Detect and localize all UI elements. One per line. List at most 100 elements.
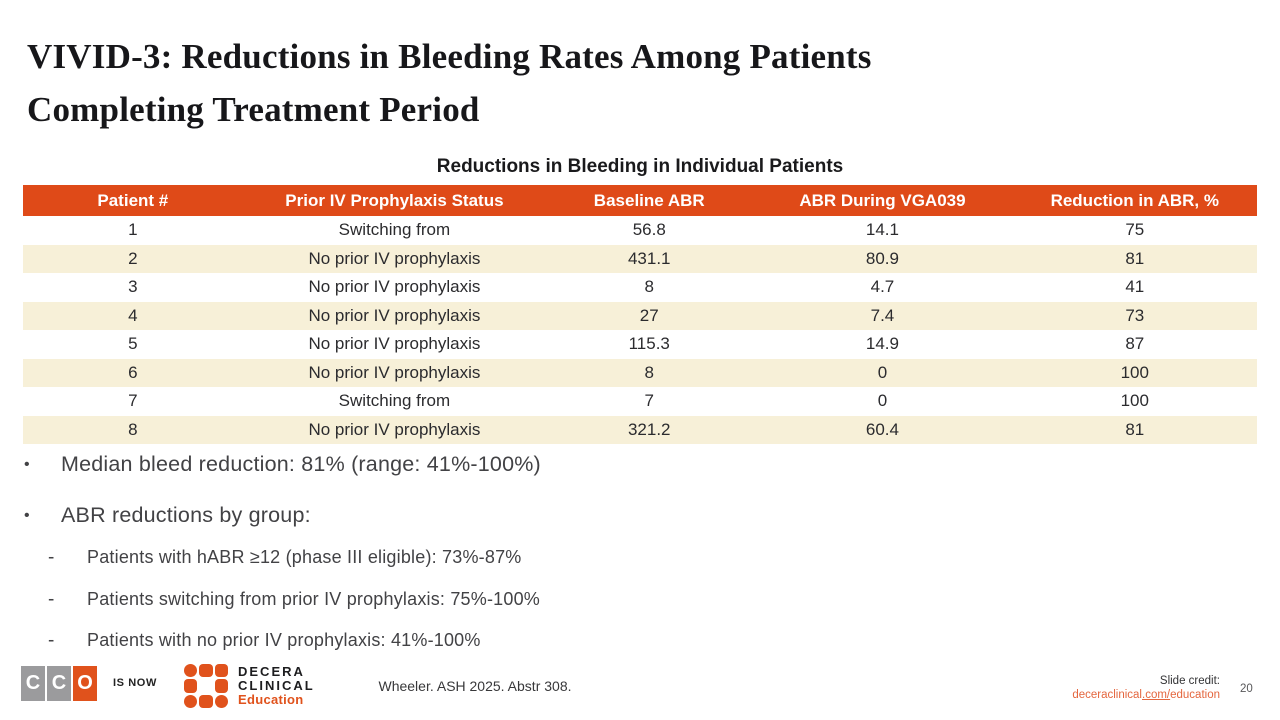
table-cell: 321.2 xyxy=(627,419,671,439)
table-cell: 56.8 xyxy=(632,220,666,239)
decera-icon-shape xyxy=(214,679,228,693)
dash-marker: - xyxy=(48,630,55,651)
table-cell: No prior IV prophylaxis xyxy=(308,362,481,382)
table-cell: 81 xyxy=(1125,248,1145,268)
slide-credit-label: Slide credit: xyxy=(1159,675,1220,687)
table-title: Reductions in Bleeding in Individual Pat… xyxy=(436,156,844,177)
table-row: 7 Switching from 7 0 100 xyxy=(23,387,1257,416)
table-cell: 87 xyxy=(1125,334,1145,353)
cco-logo-letter: C xyxy=(47,666,71,701)
table-cell: 3 xyxy=(128,277,138,296)
decera-icon-hole xyxy=(199,679,212,692)
table-cell: 75 xyxy=(1125,220,1145,239)
table-row: 8 No prior IV prophylaxis 321.2 60.4 81 xyxy=(23,415,1257,444)
table-cell: 1 xyxy=(128,220,138,239)
slide-credit-link[interactable]: deceraclinical.com/education xyxy=(1072,688,1220,702)
decera-logo-icon xyxy=(184,664,228,708)
is-now-label: IS NOW xyxy=(113,677,157,689)
table-cell: No prior IV prophylaxis xyxy=(308,277,481,296)
table-cell: No prior IV prophylaxis xyxy=(308,248,481,268)
bullet-marker: • xyxy=(24,456,30,473)
table-row: 2 No prior IV prophylaxis 431.1 80.9 81 xyxy=(23,244,1257,273)
column-header-abr-during: ABR During VGA039 xyxy=(799,191,966,210)
decera-icon-shape xyxy=(199,694,213,708)
table-row: 5 No prior IV prophylaxis 115.3 14.9 87 xyxy=(23,330,1257,359)
table-cell: 27 xyxy=(639,305,659,325)
table-cell: 60.4 xyxy=(865,419,899,439)
bleeding-reductions-table: Patient # Prior IV Prophylaxis Status Ba… xyxy=(23,185,1257,444)
bullet-text: ABR reductions by group: xyxy=(61,503,311,527)
bullet-text: Median bleed reduction: 81% (range: 41%-… xyxy=(61,452,541,476)
decera-logo-text: DECERA CLINICAL Education xyxy=(238,665,315,707)
dash-marker: - xyxy=(48,547,55,568)
table-cell: 4 xyxy=(128,305,138,325)
decera-icon-shape xyxy=(214,664,228,678)
column-header-reduction: Reduction in ABR, % xyxy=(1050,191,1219,210)
page-title: VIVID-3: Reductions in Bleeding Rates Am… xyxy=(27,30,1207,136)
cco-logo-letter: O xyxy=(73,666,97,701)
table-cell: 8 xyxy=(128,419,138,439)
page-number: 20 xyxy=(1240,683,1253,695)
decera-icon-shape xyxy=(214,694,228,708)
decera-icon-shape xyxy=(199,664,213,678)
table-cell: 5 xyxy=(128,334,138,353)
sub-bullet-text: Patients with hABR ≥12 (phase III eligib… xyxy=(87,547,522,567)
decera-icon-shape xyxy=(184,679,198,693)
page-title-line-2: Completing Treatment Period xyxy=(27,90,480,129)
table-cell: 7 xyxy=(128,391,138,410)
column-header-prophylaxis-status: Prior IV Prophylaxis Status xyxy=(285,191,504,210)
decera-wordmark-line: DECERA xyxy=(238,664,305,679)
table-cell: Switching from xyxy=(338,391,451,410)
table-cell: 8 xyxy=(644,277,654,296)
column-header-baseline-abr: Baseline ABR xyxy=(593,191,705,210)
link-part-underlined: .com/ xyxy=(1142,689,1171,701)
cco-logo: C C O xyxy=(21,666,97,701)
table-header-row: Patient # Prior IV Prophylaxis Status Ba… xyxy=(23,185,1257,216)
table-cell: 73 xyxy=(1125,305,1145,325)
bullet-median-reduction: • Median bleed reduction: 81% (range: 41… xyxy=(24,452,541,477)
table-cell: 81 xyxy=(1125,419,1145,439)
bullet-abr-by-group: • ABR reductions by group: xyxy=(24,503,311,528)
citation: Wheeler. ASH 2025. Abstr 308. xyxy=(378,678,572,694)
table-cell: No prior IV prophylaxis xyxy=(308,419,481,439)
dash-marker: - xyxy=(48,589,55,610)
link-part: deceraclinical xyxy=(1072,689,1142,701)
bullet-marker: • xyxy=(24,507,30,524)
table-cell: 2 xyxy=(128,248,138,268)
table-cell: 7.4 xyxy=(870,305,895,325)
sub-bullet-no-prior: - Patients with no prior IV prophylaxis:… xyxy=(48,630,481,652)
table-cell: 7 xyxy=(644,391,654,410)
slide-credit: Slide credit: deceraclinical.com/educati… xyxy=(1072,674,1220,702)
table-cell: 0 xyxy=(877,391,888,410)
table-cell: 115.3 xyxy=(628,334,670,353)
sub-bullet-switching: - Patients switching from prior IV proph… xyxy=(48,589,540,611)
table-cell: 80.9 xyxy=(865,248,899,268)
table-cell: 100 xyxy=(1120,391,1149,410)
table-cell: 41 xyxy=(1125,277,1145,296)
table-cell: No prior IV prophylaxis xyxy=(308,305,481,325)
table-cell: 100 xyxy=(1120,362,1149,382)
table-cell: Switching from xyxy=(338,220,451,239)
decera-icon-shape xyxy=(184,664,198,678)
decera-education-label: Education xyxy=(238,692,304,707)
decera-wordmark-line: CLINICAL xyxy=(238,678,315,693)
sub-bullet-text: Patients switching from prior IV prophyl… xyxy=(87,589,540,609)
table-row: 4 No prior IV prophylaxis 27 7.4 73 xyxy=(23,301,1257,330)
table-row: 3 No prior IV prophylaxis 8 4.7 41 xyxy=(23,273,1257,302)
table-row: 6 No prior IV prophylaxis 8 0 100 xyxy=(23,358,1257,387)
table-cell: 6 xyxy=(128,362,138,382)
sub-bullet-text: Patients with no prior IV prophylaxis: 4… xyxy=(87,630,481,650)
table-cell: 431.1 xyxy=(627,248,671,268)
table-cell: No prior IV prophylaxis xyxy=(308,334,481,353)
table-cell: 8 xyxy=(644,362,654,382)
table-cell: 14.9 xyxy=(865,334,899,353)
column-header-patient: Patient # xyxy=(97,191,169,210)
page-title-line-1: VIVID-3: Reductions in Bleeding Rates Am… xyxy=(27,37,872,76)
decera-icon-shape xyxy=(184,694,198,708)
sub-bullet-habr: - Patients with hABR ≥12 (phase III elig… xyxy=(48,547,522,569)
link-part: education xyxy=(1170,689,1220,701)
cco-logo-letter: C xyxy=(21,666,45,701)
table-cell: 14.1 xyxy=(865,220,899,239)
table-row: 1 Switching from 56.8 14.1 75 xyxy=(23,216,1257,245)
table-cell: 0 xyxy=(877,362,888,382)
